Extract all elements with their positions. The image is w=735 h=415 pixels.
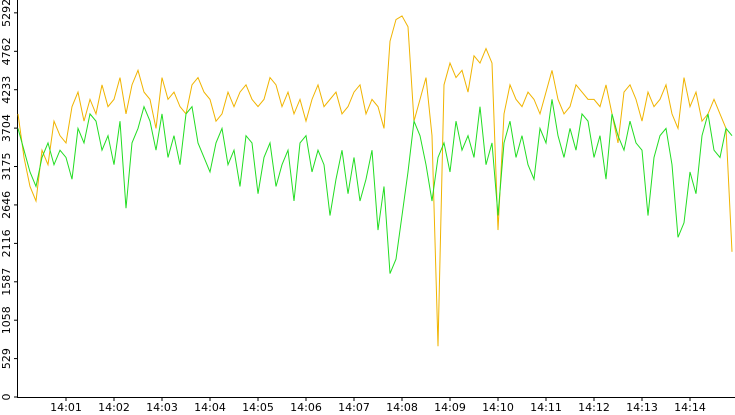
x-tick-label: 14:11 [530, 401, 562, 414]
y-tick-label: 2646 [0, 191, 13, 219]
x-tick-label: 14:04 [194, 401, 226, 414]
x-tick-label: 14:12 [578, 401, 610, 414]
x-tick-label: 14:05 [242, 401, 274, 414]
x-tick-label: 14:03 [146, 401, 178, 414]
y-tick-label: 3175 [0, 153, 13, 181]
x-tick-label: 14:02 [98, 401, 130, 414]
x-tick-label: 14:09 [434, 401, 466, 414]
y-tick-label: 5292 [0, 0, 13, 27]
y-tick-label: 1587 [0, 268, 13, 296]
y-tick-label: 0 [0, 394, 13, 401]
x-tick-label: 14:13 [626, 401, 658, 414]
y-tick-label: 2116 [0, 229, 13, 257]
series-line [17, 99, 733, 274]
y-tick-label: 3704 [0, 114, 13, 142]
x-tick-label: 14:06 [290, 401, 322, 414]
y-tick-label: 4762 [0, 37, 13, 65]
y-tick-label: 1058 [0, 306, 13, 334]
x-tick-label: 14:01 [50, 401, 82, 414]
x-tick-label: 14:08 [386, 401, 418, 414]
y-tick-label: 4233 [0, 76, 13, 104]
x-tick-label: 14:10 [482, 401, 514, 414]
x-tick-label: 14:07 [338, 401, 370, 414]
x-tick-label: 14:14 [674, 401, 706, 414]
series-line [17, 15, 733, 347]
y-tick-label: 529 [0, 348, 13, 369]
